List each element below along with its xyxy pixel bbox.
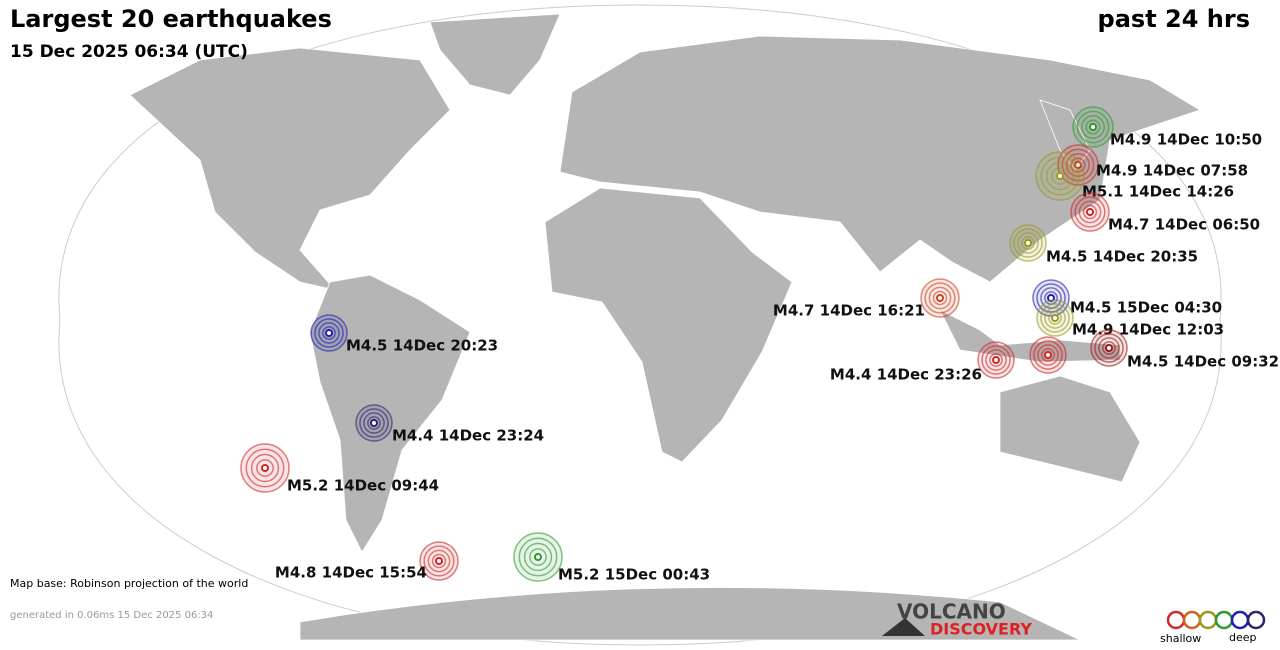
quake-marker (419, 541, 459, 581)
quake-marker (1036, 299, 1074, 337)
quake-marker (310, 314, 348, 352)
legend-ring (1214, 610, 1234, 630)
quake-label: M5.1 14Dec 14:26 (1082, 183, 1234, 201)
quake-marker (1070, 192, 1110, 232)
quake-marker (1029, 336, 1067, 374)
quake-label: M4.5 14Dec 20:23 (346, 337, 498, 355)
quake-label: M4.8 14Dec 15:54 (275, 564, 427, 582)
quake-marker (240, 443, 290, 493)
title: Largest 20 earthquakes (10, 5, 332, 33)
period: past 24 hrs (1098, 5, 1250, 33)
legend-ring (1246, 610, 1266, 630)
quake-marker (1009, 224, 1047, 262)
generated-note: generated in 0.06ms 15 Dec 2025 06:34 (10, 610, 213, 621)
legend-ring (1166, 610, 1186, 630)
quake-marker (1035, 151, 1085, 201)
logo-bottom: DISCOVERY (930, 620, 1032, 639)
quake-label: M4.4 14Dec 23:26 (830, 366, 982, 384)
logo-icon (882, 618, 925, 636)
quake-marker (1072, 106, 1114, 148)
quake-label: M4.5 15Dec 04:30 (1070, 299, 1222, 317)
quake-marker (513, 532, 563, 582)
land (129, 13, 1201, 641)
quake-marker (920, 278, 960, 318)
quake-label: M4.5 14Dec 20:35 (1046, 248, 1198, 266)
quake-label: M5.2 14Dec 09:44 (287, 477, 439, 495)
quake-label: M4.9 14Dec 07:58 (1096, 162, 1248, 180)
quake-marker (1032, 279, 1070, 317)
quake-label: M5.2 15Dec 00:43 (558, 566, 710, 584)
quake-marker (355, 404, 393, 442)
legend-shallow: shallow (1160, 632, 1201, 645)
quake-label: M4.7 14Dec 16:21 (773, 302, 925, 320)
quake-label: M4.4 14Dec 23:24 (392, 427, 544, 445)
quake-marker (977, 341, 1015, 379)
quake-marker (1090, 329, 1128, 367)
quake-label: M4.5 14Dec 09:32 (1127, 353, 1279, 371)
legend-ring (1182, 610, 1202, 630)
subtitle: 15 Dec 2025 06:34 (UTC) (10, 42, 248, 62)
map-base: Map base: Robinson projection of the wor… (10, 577, 248, 590)
legend-ring (1198, 610, 1218, 630)
quake-label: M4.7 14Dec 06:50 (1108, 216, 1260, 234)
legend-deep: deep (1229, 631, 1257, 644)
legend-ring (1230, 610, 1250, 630)
logo-top: VOLCANO (897, 600, 1006, 624)
quake-label: M4.9 14Dec 10:50 (1110, 131, 1262, 149)
